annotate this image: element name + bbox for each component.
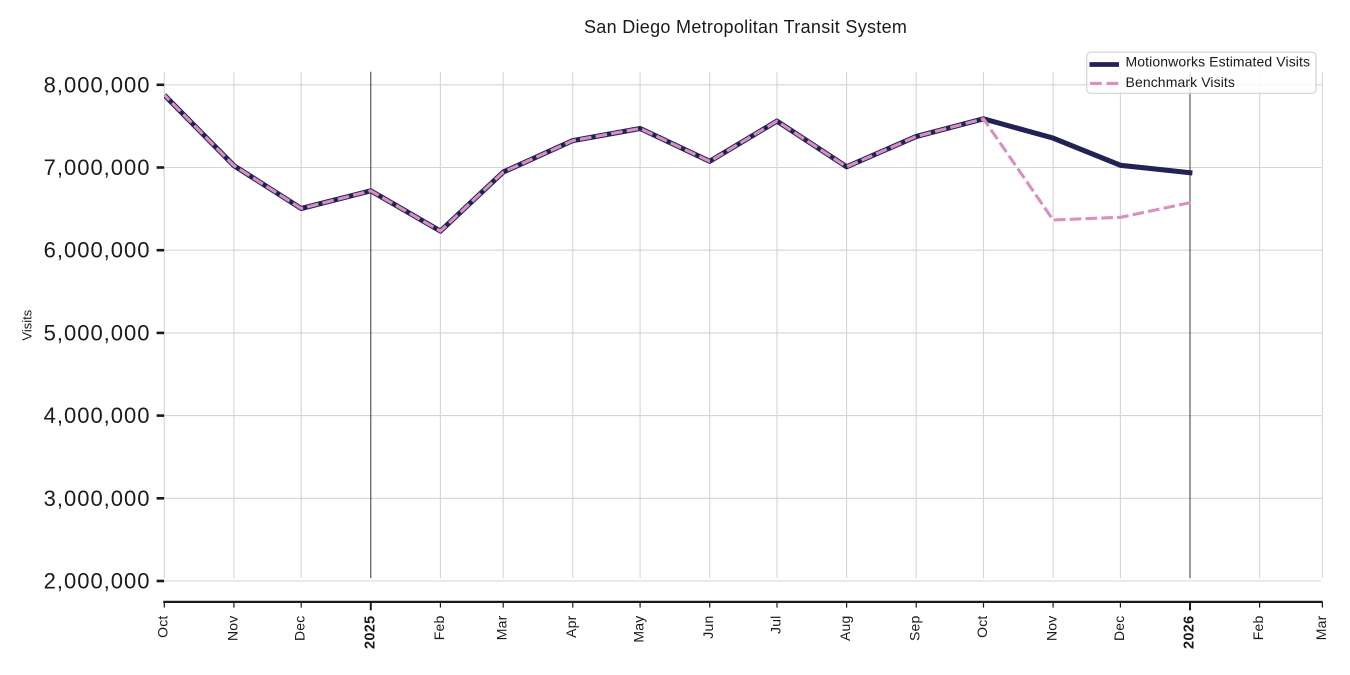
svg-text:Mar: Mar [494,615,510,640]
svg-text:Oct: Oct [974,616,990,638]
svg-text:Mar: Mar [1313,615,1329,640]
svg-text:San Diego Metropolitan Transit: San Diego Metropolitan Transit System [584,17,907,37]
svg-text:Oct: Oct [155,616,171,638]
svg-text:Jun: Jun [700,616,716,639]
svg-text:Aug: Aug [837,616,853,642]
svg-text:3,000,000: 3,000,000 [44,486,151,511]
svg-text:Nov: Nov [224,616,240,642]
svg-text:Apr: Apr [563,615,579,638]
svg-text:Dec: Dec [1111,616,1127,642]
svg-text:Benchmark Visits: Benchmark Visits [1126,74,1236,90]
svg-text:Nov: Nov [1044,616,1060,642]
svg-text:Motionworks Estimated Visits: Motionworks Estimated Visits [1126,54,1311,70]
svg-text:Sep: Sep [907,615,923,641]
svg-text:6,000,000: 6,000,000 [44,238,151,263]
svg-text:2,000,000: 2,000,000 [44,569,151,594]
svg-text:2025: 2025 [363,616,379,649]
svg-text:May: May [631,616,647,643]
svg-text:2026: 2026 [1182,616,1198,649]
svg-text:Feb: Feb [431,615,447,640]
svg-text:5,000,000: 5,000,000 [44,320,151,345]
svg-text:8,000,000: 8,000,000 [44,72,151,97]
svg-text:Feb: Feb [1250,615,1266,640]
svg-text:Dec: Dec [292,616,308,642]
svg-text:Visits: Visits [20,309,35,340]
svg-text:4,000,000: 4,000,000 [44,403,151,428]
svg-text:7,000,000: 7,000,000 [44,155,151,180]
svg-text:Jul: Jul [767,616,783,635]
